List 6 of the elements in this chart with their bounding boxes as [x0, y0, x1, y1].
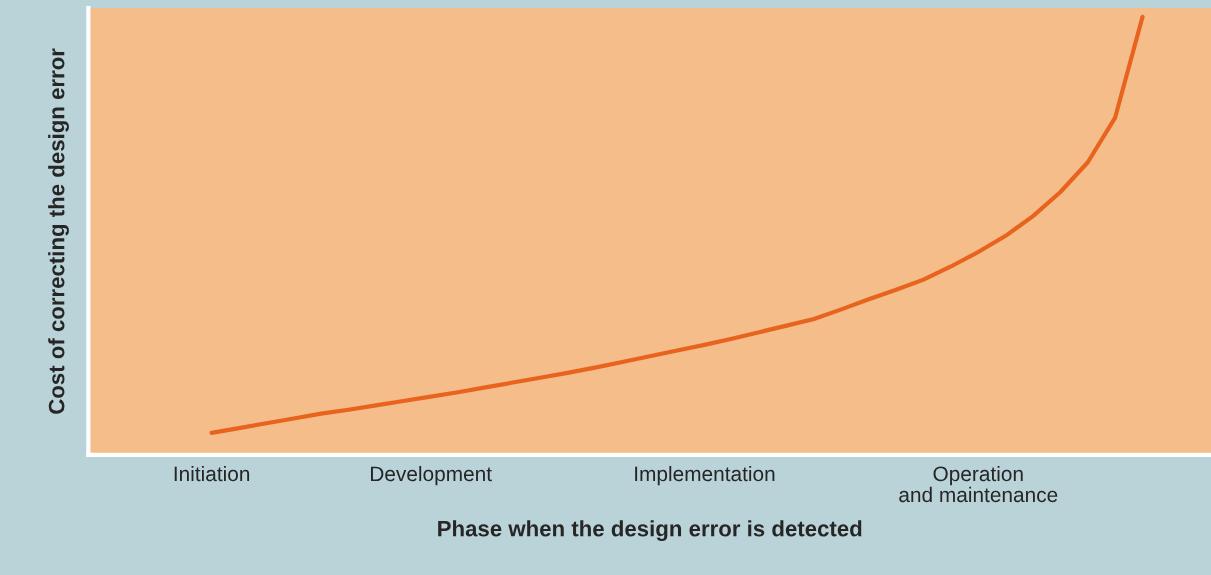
- y-axis-title: Cost of correcting the design error: [48, 48, 69, 414]
- x-axis-title: Phase when the design error is detected: [438, 520, 862, 541]
- x-tick-label: Initiation: [174, 465, 250, 482]
- x-tick-label: Implementation: [635, 465, 775, 486]
- x-tick-label: Development: [371, 465, 492, 486]
- x-tick-label: Operation and maintenance: [899, 465, 1058, 503]
